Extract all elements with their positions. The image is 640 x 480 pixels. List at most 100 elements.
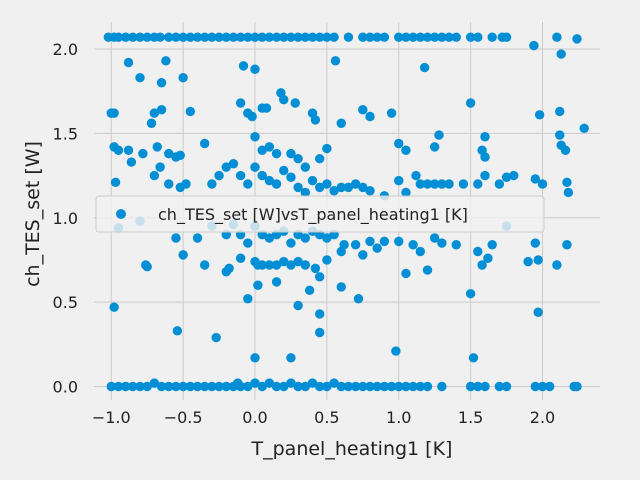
- scatter-point: [290, 98, 300, 108]
- scatter-point: [322, 381, 332, 392]
- scatter-point: [214, 32, 224, 42]
- scatter-point: [123, 145, 134, 155]
- scatter-point: [293, 256, 303, 267]
- scatter-point: [300, 187, 311, 198]
- scatter-point: [465, 288, 476, 299]
- scatter-point: [429, 179, 440, 189]
- scatter-point: [555, 130, 565, 140]
- scatter-point: [555, 106, 565, 117]
- scatter-point: [172, 326, 183, 336]
- scatter-point: [261, 103, 272, 113]
- scatter-point: [480, 381, 490, 392]
- x-axis-label: T_panel_heating1 [K]: [251, 438, 453, 460]
- scatter-point: [156, 381, 167, 392]
- scatter-point: [480, 132, 490, 142]
- scatter-point: [185, 32, 196, 42]
- scatter-point: [120, 32, 131, 42]
- scatter-point: [501, 381, 512, 392]
- scatter-point: [271, 381, 282, 392]
- scatter-point: [300, 233, 311, 243]
- scatter-point: [477, 260, 487, 270]
- scatter-point: [394, 175, 404, 186]
- scatter-point: [358, 250, 368, 260]
- scatter-point: [556, 49, 566, 59]
- scatter-point: [199, 138, 210, 149]
- scatter-point: [310, 115, 321, 125]
- scatter-point: [358, 381, 368, 392]
- scatter-point: [235, 381, 246, 392]
- scatter-point: [235, 253, 246, 263]
- scatter-point: [358, 182, 368, 193]
- scatter-point: [135, 381, 145, 392]
- scatter-point: [228, 159, 239, 169]
- scatter-point: [109, 302, 119, 312]
- scatter-point: [401, 381, 411, 392]
- scatter-point: [279, 381, 289, 392]
- scatter-point: [235, 32, 246, 42]
- scatter-point: [465, 98, 476, 108]
- scatter-point: [358, 32, 368, 42]
- scatter-point: [250, 162, 260, 172]
- scatter-point: [126, 157, 137, 167]
- scatter-point: [271, 148, 282, 159]
- scatter-point: [572, 34, 582, 44]
- legend-marker: [116, 209, 126, 219]
- scatter-point: [238, 61, 249, 71]
- scatter-point: [523, 256, 533, 267]
- scatter-point: [171, 233, 181, 243]
- scatter-point: [401, 268, 411, 279]
- scatter-point: [243, 32, 253, 42]
- scatter-point: [106, 381, 116, 392]
- scatter-point: [178, 72, 188, 83]
- scatter-point: [293, 182, 303, 193]
- scatter-point: [192, 233, 203, 243]
- scatter-point: [343, 381, 354, 392]
- scatter-point: [185, 106, 196, 117]
- scatter-point: [214, 381, 224, 392]
- scatter-point: [372, 32, 382, 42]
- scatter-point: [473, 381, 483, 392]
- scatter-point: [164, 179, 174, 189]
- scatter-point: [199, 260, 210, 270]
- scatter-point: [473, 246, 483, 257]
- scatter-point: [465, 32, 476, 42]
- scatter-point: [394, 138, 404, 149]
- scatter-point: [437, 179, 447, 189]
- scatter-point: [142, 32, 152, 42]
- scatter-point: [429, 32, 440, 42]
- scatter-point: [207, 32, 217, 42]
- scatter-point: [243, 238, 253, 248]
- scatter-point: [307, 32, 318, 42]
- scatter-point: [451, 240, 461, 250]
- scatter-point: [415, 246, 426, 257]
- scatter-point: [235, 98, 246, 108]
- scatter-point: [286, 172, 296, 182]
- scatter-point: [247, 111, 257, 122]
- scatter-point: [473, 179, 483, 189]
- scatter-point: [152, 142, 162, 152]
- scatter-point: [300, 32, 311, 42]
- scatter-point: [181, 179, 191, 189]
- scatter-point: [123, 57, 134, 68]
- scatter-point: [365, 236, 375, 247]
- scatter-point: [458, 179, 469, 189]
- scatter-point: [429, 142, 440, 152]
- scatter-point: [379, 236, 390, 247]
- scatter-point: [386, 108, 397, 118]
- scatter-point: [135, 32, 145, 42]
- scatter-point: [221, 381, 231, 392]
- scatter-point: [192, 381, 203, 392]
- y-axis-label: ch_TES_set [W]: [22, 141, 44, 287]
- scatter-point: [164, 148, 174, 159]
- scatter-point: [534, 110, 545, 120]
- scatter-point: [221, 162, 231, 172]
- scatter-point: [365, 186, 375, 196]
- scatter-point: [164, 381, 174, 392]
- scatter-point: [304, 285, 315, 296]
- scatter-point: [286, 238, 296, 248]
- scatter-point: [343, 182, 354, 193]
- y-tick-label: 1.5: [53, 124, 78, 143]
- scatter-point: [372, 243, 382, 253]
- scatter-point: [437, 238, 447, 248]
- scatter-point: [365, 381, 375, 392]
